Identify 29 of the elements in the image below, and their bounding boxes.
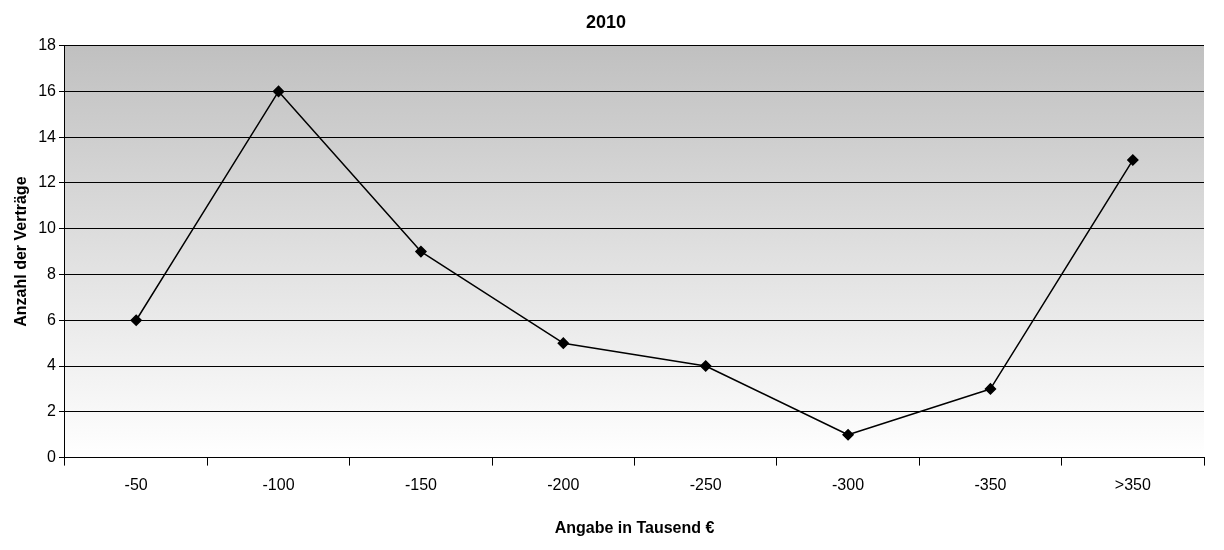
y-tick-label: 12: [38, 173, 57, 191]
point: [557, 337, 570, 349]
point: [984, 383, 997, 395]
y-tick-label: 4: [47, 356, 57, 374]
point: [130, 314, 142, 327]
x-tick-label: -100: [262, 475, 295, 493]
y-tick-label: 10: [38, 219, 57, 237]
x-tick-label: -350: [974, 475, 1007, 493]
y-tick-label: 14: [38, 127, 57, 145]
point: [699, 360, 712, 372]
point: [415, 245, 427, 258]
x-tick-label: -200: [547, 475, 580, 493]
y-tick-label: 6: [47, 310, 57, 328]
x-axis-title: Angabe in Tausend €: [554, 518, 715, 536]
x-tick-label: -50: [124, 475, 148, 493]
point: [842, 428, 854, 441]
x-tick-label: -250: [689, 475, 722, 493]
y-axis-title: Anzahl der Verträge: [12, 176, 30, 327]
y-tick-label: 8: [47, 264, 57, 282]
y-tick-label: 18: [38, 36, 57, 54]
chart-title: 2010: [585, 11, 627, 32]
y-tick-label: 0: [47, 448, 57, 466]
x-tick-label: -300: [832, 475, 865, 493]
point: [272, 85, 285, 98]
y-tick-label: 16: [38, 81, 57, 99]
x-tick-label: -150: [404, 475, 438, 493]
point: [1127, 154, 1139, 166]
x-tick-label: >350: [1114, 475, 1151, 493]
y-tick-label: 2: [47, 402, 57, 420]
